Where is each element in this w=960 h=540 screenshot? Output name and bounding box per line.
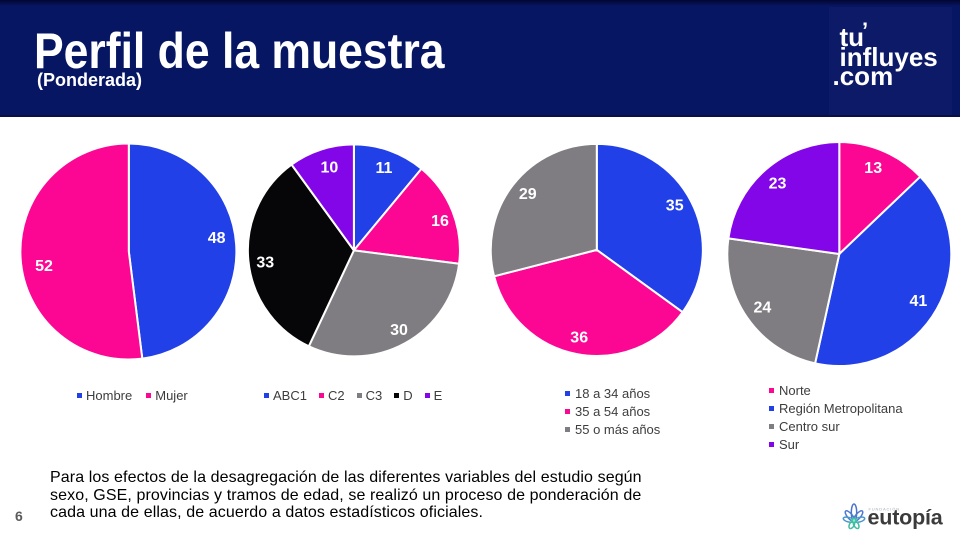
svg-text:11: 11	[376, 160, 393, 177]
svg-text:52: 52	[35, 258, 53, 275]
svg-text:35: 35	[666, 198, 684, 215]
svg-text:eutopía: eutopía	[868, 506, 944, 530]
svg-text:30: 30	[390, 322, 408, 339]
svg-text:16: 16	[431, 213, 449, 230]
svg-text:23: 23	[769, 176, 787, 193]
svg-text:24: 24	[754, 300, 772, 317]
svg-text:13: 13	[864, 160, 882, 177]
svg-text:33: 33	[256, 255, 274, 272]
svg-text:48: 48	[208, 230, 226, 247]
svg-text:29: 29	[519, 186, 537, 203]
svg-text:41: 41	[910, 293, 928, 310]
svg-text:36: 36	[570, 330, 588, 347]
svg-text:FUNDACIÓN: FUNDACIÓN	[869, 507, 900, 512]
svg-text:10: 10	[321, 160, 339, 177]
